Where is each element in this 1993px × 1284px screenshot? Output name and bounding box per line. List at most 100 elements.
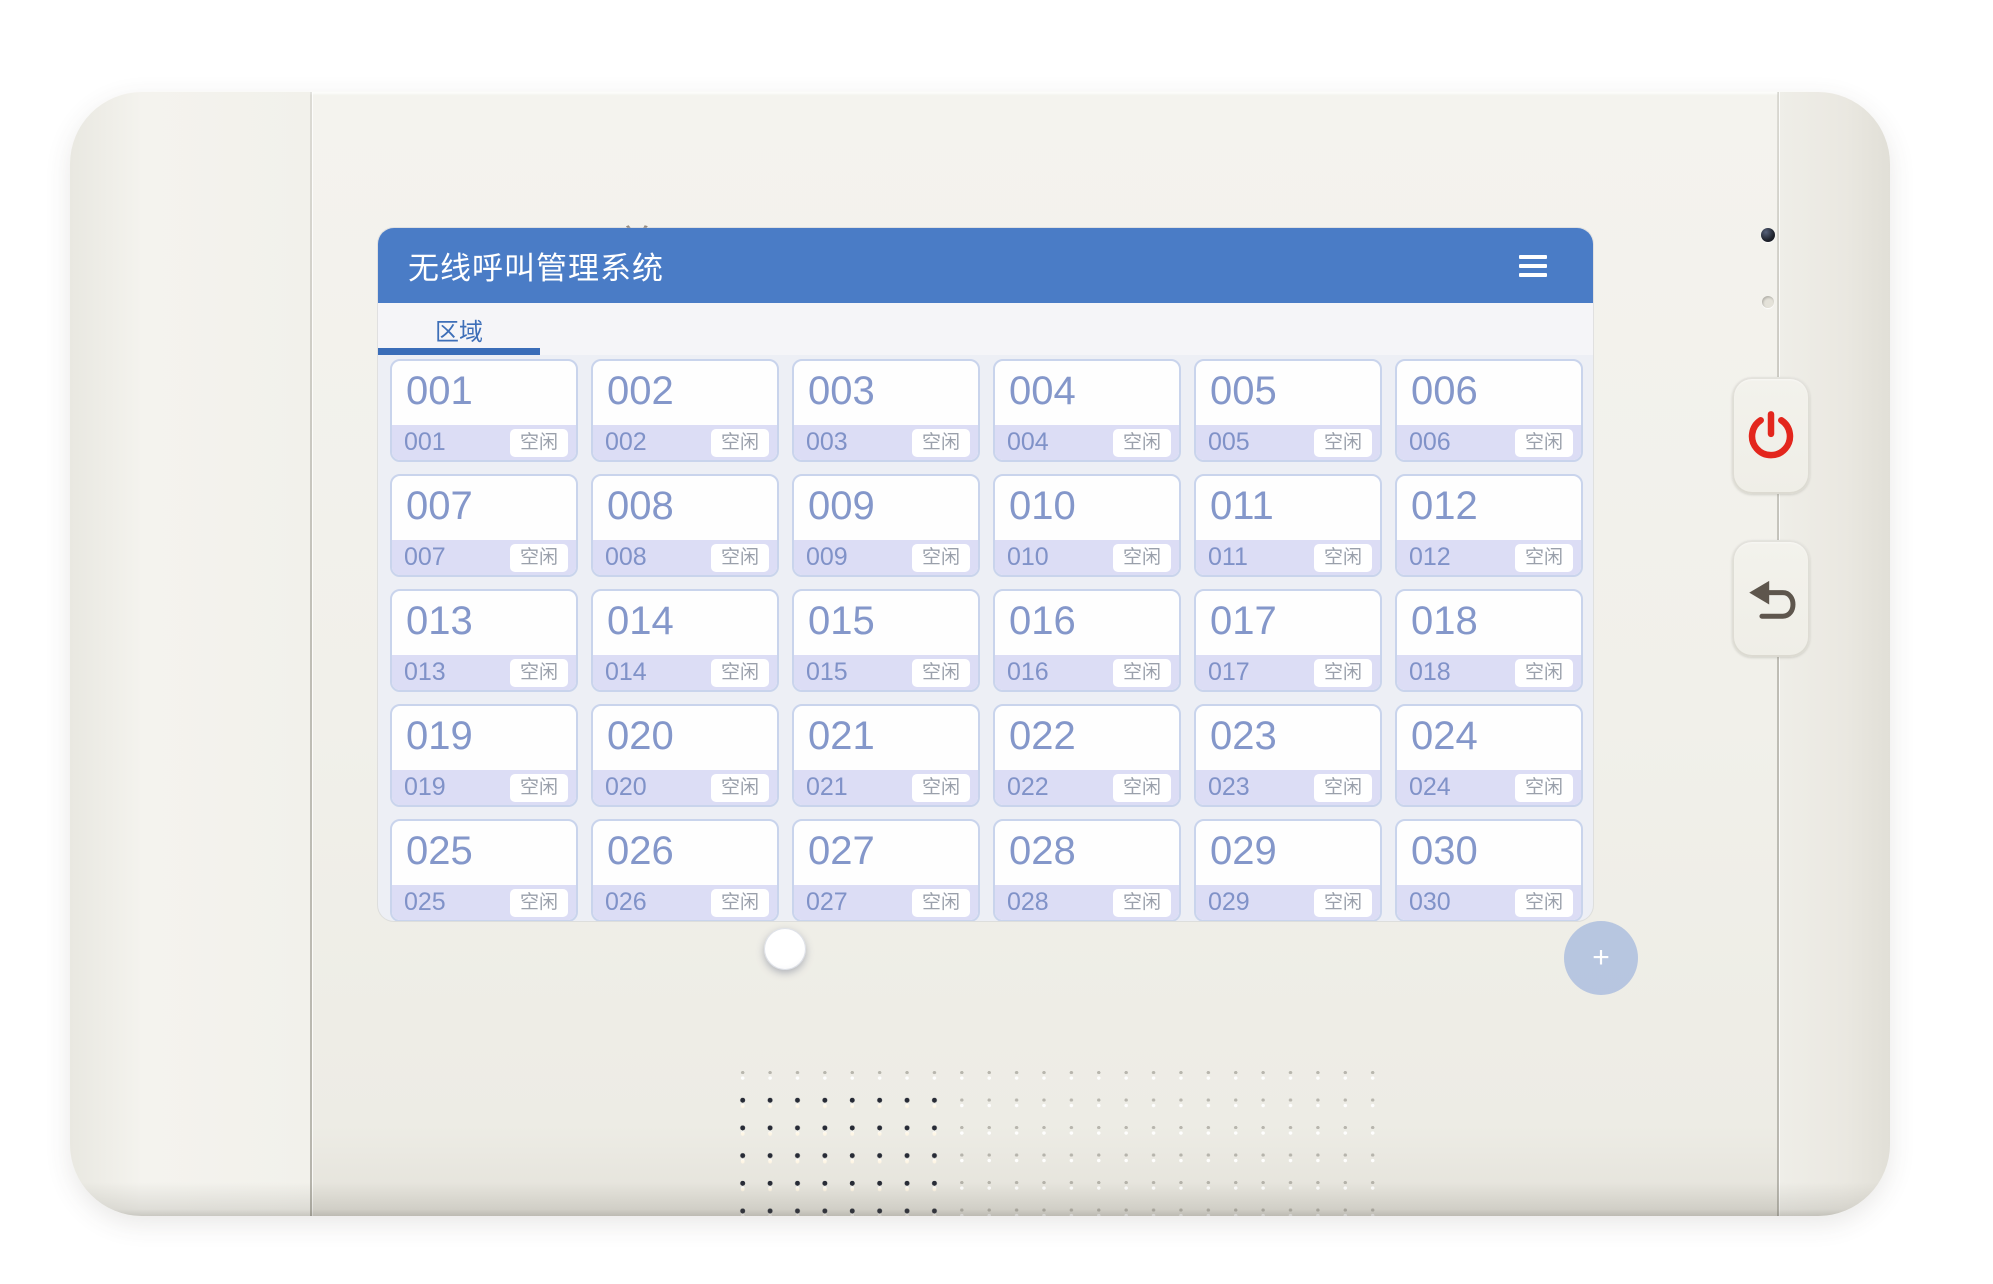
area-cell[interactable]: 017 017 空闲 <box>1194 589 1382 692</box>
area-cell-strip: 030 空闲 <box>1397 885 1581 920</box>
area-cell-number: 005 <box>1210 369 1277 413</box>
area-cell-number: 020 <box>607 714 674 758</box>
area-cell-label: 005 <box>1208 428 1250 456</box>
area-cell-label: 026 <box>605 888 647 916</box>
area-cell-number: 019 <box>406 714 473 758</box>
cell-grid: 001 001 空闲 002 002 空闲 003 003 空闲 004 004… <box>378 355 1593 921</box>
area-cell[interactable]: 030 030 空闲 <box>1395 819 1583 921</box>
status-badge: 空闲 <box>509 428 568 457</box>
area-cell[interactable]: 018 018 空闲 <box>1395 589 1583 692</box>
area-cell-strip: 007 空闲 <box>392 540 576 575</box>
area-cell-number: 006 <box>1411 369 1478 413</box>
area-cell[interactable]: 023 023 空闲 <box>1194 704 1382 807</box>
status-badge: 空闲 <box>1112 543 1171 572</box>
area-cell-number: 027 <box>808 829 875 873</box>
area-cell-strip: 004 空闲 <box>995 425 1179 460</box>
tab-area-label: 区域 <box>435 318 483 346</box>
area-cell-strip: 022 空闲 <box>995 770 1179 805</box>
status-badge: 空闲 <box>911 428 970 457</box>
area-cell[interactable]: 005 005 空闲 <box>1194 359 1382 462</box>
status-badge: 空闲 <box>1514 658 1573 687</box>
area-cell-number: 029 <box>1210 829 1277 873</box>
area-cell[interactable]: 006 006 空闲 <box>1395 359 1583 462</box>
area-cell[interactable]: 003 003 空闲 <box>792 359 980 462</box>
area-cell-strip: 012 空闲 <box>1397 540 1581 575</box>
area-cell[interactable]: 002 002 空闲 <box>591 359 779 462</box>
area-cell-label: 002 <box>605 428 647 456</box>
status-badge: 空闲 <box>1313 658 1372 687</box>
status-badge: 空闲 <box>509 888 568 917</box>
area-cell-number: 003 <box>808 369 875 413</box>
device-left-band <box>70 92 310 1216</box>
area-cell[interactable]: 007 007 空闲 <box>390 474 578 577</box>
area-cell-number: 023 <box>1210 714 1277 758</box>
area-cell-label: 003 <box>806 428 848 456</box>
status-badge: 空闲 <box>911 543 970 572</box>
area-cell[interactable]: 014 014 空闲 <box>591 589 779 692</box>
fab-add-button[interactable]: + <box>1564 921 1638 995</box>
area-cell-strip: 009 空闲 <box>794 540 978 575</box>
area-cell[interactable]: 012 012 空闲 <box>1395 474 1583 577</box>
area-cell-number: 014 <box>607 599 674 643</box>
area-cell[interactable]: 008 008 空闲 <box>591 474 779 577</box>
status-badge: 空闲 <box>710 543 769 572</box>
area-cell[interactable]: 028 028 空闲 <box>993 819 1181 921</box>
status-badge: 空闲 <box>1313 543 1372 572</box>
area-cell-number: 011 <box>1210 484 1274 528</box>
area-cell[interactable]: 029 029 空闲 <box>1194 819 1382 921</box>
status-badge: 空闲 <box>911 773 970 802</box>
status-badge: 空闲 <box>710 888 769 917</box>
area-cell-label: 030 <box>1409 888 1451 916</box>
area-cell[interactable]: 011 011 空闲 <box>1194 474 1382 577</box>
area-cell-number: 010 <box>1009 484 1076 528</box>
area-cell-strip: 006 空闲 <box>1397 425 1581 460</box>
area-cell-number: 025 <box>406 829 473 873</box>
area-cell-strip: 021 空闲 <box>794 770 978 805</box>
area-cell-label: 015 <box>806 658 848 686</box>
indicator-hole <box>1762 296 1774 308</box>
area-cell[interactable]: 019 019 空闲 <box>390 704 578 807</box>
area-cell-number: 013 <box>406 599 473 643</box>
area-cell-label: 001 <box>404 428 446 456</box>
area-cell-label: 017 <box>1208 658 1250 686</box>
area-cell[interactable]: 001 001 空闲 <box>390 359 578 462</box>
status-badge: 空闲 <box>1112 773 1171 802</box>
area-cell-number: 026 <box>607 829 674 873</box>
area-cell-strip: 001 空闲 <box>392 425 576 460</box>
status-badge: 空闲 <box>1112 428 1171 457</box>
area-cell-number: 009 <box>808 484 875 528</box>
area-cell[interactable]: 021 021 空闲 <box>792 704 980 807</box>
area-cell[interactable]: 027 027 空闲 <box>792 819 980 921</box>
area-cell-label: 014 <box>605 658 647 686</box>
plus-icon: + <box>1592 941 1610 974</box>
area-cell[interactable]: 020 020 空闲 <box>591 704 779 807</box>
area-cell-label: 029 <box>1208 888 1250 916</box>
area-cell-label: 027 <box>806 888 848 916</box>
area-cell[interactable]: 013 013 空闲 <box>390 589 578 692</box>
status-badge: 空闲 <box>1514 888 1573 917</box>
status-badge: 空闲 <box>1313 773 1372 802</box>
status-badge: 空闲 <box>509 543 568 572</box>
power-button[interactable] <box>1732 377 1810 494</box>
area-cell[interactable]: 024 024 空闲 <box>1395 704 1583 807</box>
area-cell-strip: 023 空闲 <box>1196 770 1380 805</box>
area-cell[interactable]: 004 004 空闲 <box>993 359 1181 462</box>
area-cell[interactable]: 009 009 空闲 <box>792 474 980 577</box>
area-cell[interactable]: 025 025 空闲 <box>390 819 578 921</box>
area-cell-number: 022 <box>1009 714 1076 758</box>
area-cell-label: 016 <box>1007 658 1049 686</box>
area-cell[interactable]: 026 026 空闲 <box>591 819 779 921</box>
area-cell[interactable]: 016 016 空闲 <box>993 589 1181 692</box>
area-cell-number: 002 <box>607 369 674 413</box>
area-cell[interactable]: 015 015 空闲 <box>792 589 980 692</box>
area-cell-strip: 017 空闲 <box>1196 655 1380 690</box>
area-cell-strip: 027 空闲 <box>794 885 978 920</box>
back-button[interactable] <box>1732 540 1810 657</box>
area-cell-label: 023 <box>1208 773 1250 801</box>
area-cell[interactable]: 010 010 空闲 <box>993 474 1181 577</box>
hamburger-menu-icon[interactable] <box>1519 254 1547 277</box>
area-cell-number: 028 <box>1009 829 1076 873</box>
tab-area[interactable]: 区域 <box>378 303 540 355</box>
area-cell[interactable]: 022 022 空闲 <box>993 704 1181 807</box>
area-cell-number: 012 <box>1411 484 1478 528</box>
